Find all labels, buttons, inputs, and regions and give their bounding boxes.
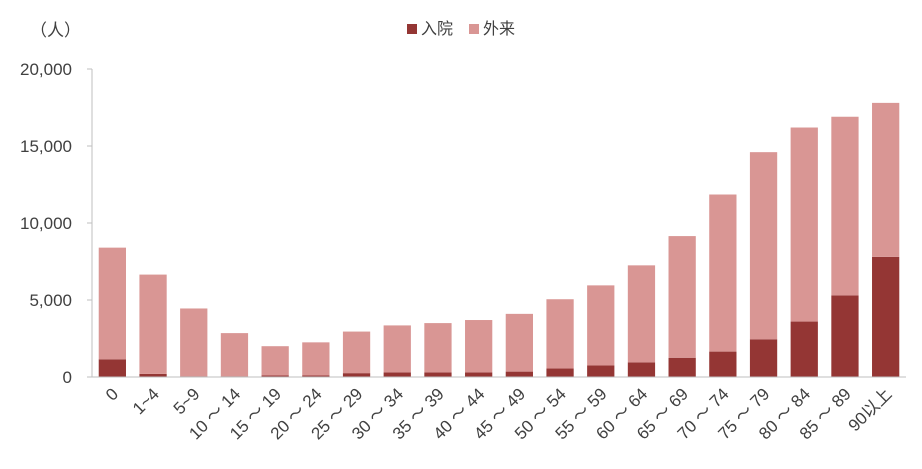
bar-segment-outpatient	[383, 325, 411, 373]
bar-segment-inpatient	[668, 357, 696, 377]
bar-segment-inpatient	[872, 256, 900, 377]
bar-segment-outpatient	[342, 331, 371, 374]
y-axis: 0 5,000 10,000 15,000 20,000	[20, 60, 93, 387]
y-tick-label: 15,000	[20, 137, 72, 156]
bar-segment-outpatient	[139, 274, 167, 374]
bar-segment-outpatient	[749, 152, 778, 340]
bar-segment-inpatient	[342, 373, 371, 377]
y-tick-label: 10,000	[20, 214, 72, 233]
bar-segment-inpatient	[98, 359, 126, 377]
x-tick-label: 0	[102, 384, 122, 404]
x-tick-label: 1~4	[129, 384, 163, 418]
bar-segment-outpatient	[668, 236, 696, 358]
legend-label: 入院	[421, 19, 453, 38]
legend-label: 外来	[483, 19, 515, 38]
bar-segment-outpatient	[790, 127, 818, 322]
y-tick-label: 0	[63, 368, 72, 387]
bar-segment-inpatient	[465, 372, 493, 377]
bar-segment-inpatient	[383, 372, 411, 377]
x-tick-label: 5~9	[170, 384, 204, 418]
legend-swatch	[469, 24, 479, 34]
bar-segment-outpatient	[831, 116, 859, 296]
bar-segment-inpatient	[709, 351, 737, 377]
bar-segment-inpatient	[587, 365, 615, 377]
bar-segment-outpatient	[220, 333, 249, 377]
bar-segment-outpatient	[302, 342, 330, 376]
bar-segment-inpatient	[139, 373, 167, 377]
bar-segment-inpatient	[831, 295, 859, 377]
bar-segment-outpatient	[546, 299, 574, 369]
bar-segment-outpatient	[98, 247, 126, 360]
bar-segment-outpatient	[587, 285, 615, 366]
bar-segment-inpatient	[790, 321, 818, 377]
bar-segment-inpatient	[505, 371, 533, 377]
bar-segment-inpatient	[261, 375, 289, 377]
bar-segment-outpatient	[465, 320, 493, 373]
y-tick-label: 20,000	[20, 60, 72, 79]
bar-segment-outpatient	[424, 323, 452, 373]
bar-segment-outpatient	[505, 313, 533, 372]
bar-segment-outpatient	[872, 102, 900, 257]
bar-segment-inpatient	[546, 368, 574, 377]
bar-segment-inpatient	[424, 372, 452, 377]
y-axis-unit-label: （人）	[30, 21, 81, 41]
bar-segment-inpatient	[749, 339, 778, 377]
x-tick-label: 90以上	[845, 384, 896, 435]
bar-segment-inpatient	[302, 375, 330, 377]
bar-segment-outpatient	[180, 308, 208, 377]
legend-swatch	[407, 24, 417, 34]
y-tick-label: 5,000	[29, 291, 72, 310]
legend: 入院 外来	[407, 19, 515, 38]
bar-segment-outpatient	[627, 265, 656, 363]
bar-segment-outpatient	[709, 194, 737, 352]
bar-segment-inpatient	[627, 362, 656, 377]
bars	[98, 102, 900, 377]
bar-segment-outpatient	[261, 346, 289, 376]
